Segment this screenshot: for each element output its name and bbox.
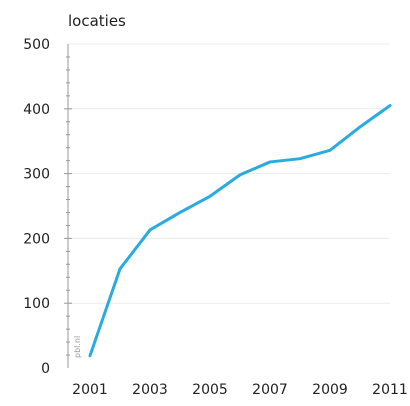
data-point — [358, 125, 362, 129]
x-tick-label: 2005 — [192, 382, 228, 398]
y-tick-label: 500 — [23, 37, 50, 53]
data-point — [208, 195, 212, 198]
y-tick-label: 200 — [23, 231, 50, 247]
series-layer — [88, 104, 392, 358]
y-tick-labels: 0 100 200 300 400 500 — [23, 37, 50, 377]
data-point — [298, 157, 302, 160]
y-tick-label: 100 — [23, 296, 50, 312]
data-point — [118, 267, 122, 271]
x-tick-label: 2007 — [252, 382, 288, 398]
y-tick-label: 300 — [23, 167, 50, 183]
data-point — [268, 160, 272, 164]
data-point — [178, 211, 182, 214]
data-point — [328, 149, 332, 152]
x-tick-label: 2011 — [372, 382, 408, 398]
y-axis-title: locaties — [68, 12, 126, 30]
data-point — [238, 173, 242, 177]
series-line-0 — [88, 104, 392, 358]
y-tick-label: 400 — [23, 102, 50, 118]
x-tick-label: 2009 — [312, 382, 348, 398]
y-tick-label: 0 — [41, 361, 50, 377]
data-point — [148, 228, 152, 232]
data-point — [388, 104, 392, 107]
x-tick-label: 2001 — [72, 382, 108, 398]
gridlines — [68, 43, 390, 304]
x-tick-labels: 2001 2003 2005 2007 2009 2011 — [72, 382, 408, 398]
y-minor-ticks — [64, 56, 72, 356]
data-point — [88, 354, 92, 357]
x-tick-label: 2003 — [132, 382, 168, 398]
watermark: pbl.nl — [73, 336, 82, 358]
